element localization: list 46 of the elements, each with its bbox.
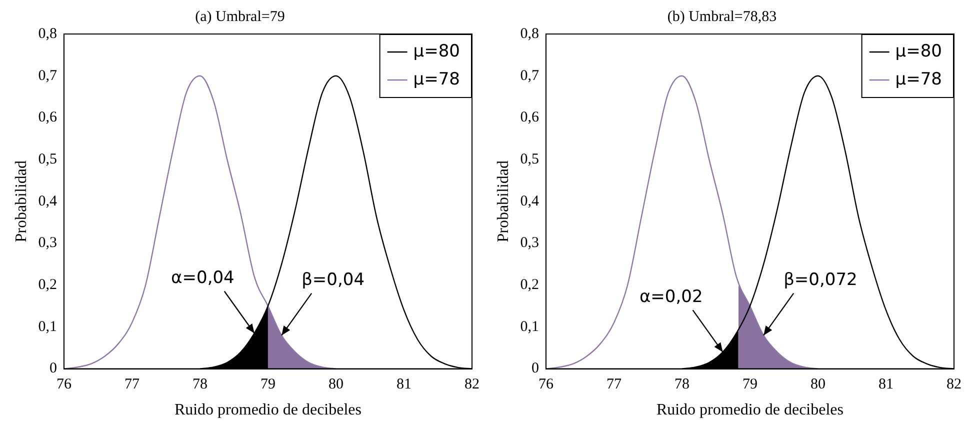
y-tick-label: 0,2 [38, 277, 57, 294]
x-tick-label: 78 [192, 376, 208, 393]
chart-title: (b) Umbral=78,83 [667, 8, 777, 25]
legend-label: μ=80 [413, 41, 460, 62]
x-tick-label: 77 [124, 376, 140, 393]
x-tick-label: 78 [674, 376, 690, 393]
legend-label: μ=78 [895, 69, 942, 90]
annotation: β=0,072 [784, 270, 858, 290]
y-axis-title: Probabilidad [12, 160, 30, 242]
y-axis-title: Probabilidad [494, 160, 512, 242]
x-tick-label: 80 [328, 376, 344, 393]
x-tick-label: 76 [56, 376, 72, 393]
y-tick-label: 0,3 [520, 235, 539, 252]
legend-label: μ=78 [413, 69, 460, 90]
x-tick-label: 81 [396, 376, 412, 393]
x-tick-label: 82 [946, 376, 962, 393]
y-tick-label: 0,1 [520, 318, 539, 335]
y-tick-label: 0,7 [38, 68, 58, 84]
x-tick-label: 79 [742, 376, 758, 393]
y-tick-label: 0,8 [38, 26, 57, 42]
x-tick-label: 76 [538, 376, 554, 393]
y-tick-label: 0,1 [38, 318, 57, 335]
y-tick-label: 0,4 [38, 193, 58, 210]
x-tick-label: 82 [464, 376, 480, 393]
x-axis-title: Ruido promedio de decibeles [174, 402, 362, 419]
x-tick-label: 79 [260, 376, 276, 393]
y-tick-label: 0,6 [38, 110, 58, 126]
y-tick-label: 0,7 [520, 68, 540, 84]
y-tick-label: 0,8 [520, 26, 539, 42]
y-tick-label: 0,2 [520, 277, 539, 294]
x-tick-label: 81 [878, 376, 894, 393]
annotation: α=0,04 [171, 268, 234, 288]
x-tick-label: 77 [606, 376, 622, 393]
y-tick-label: 0,3 [38, 235, 57, 252]
annotation: β=0,04 [302, 270, 365, 290]
x-axis-title: Ruido promedio de decibeles [656, 402, 844, 419]
y-tick-label: 0 [49, 360, 57, 377]
chart-title: (a) Umbral=79 [195, 8, 285, 25]
y-tick-label: 0,5 [520, 151, 539, 168]
x-tick-label: 80 [810, 376, 826, 393]
y-tick-label: 0,5 [38, 151, 57, 168]
y-tick-label: 0 [531, 360, 539, 377]
y-tick-label: 0,6 [520, 110, 540, 126]
annotation: α=0,02 [639, 286, 703, 307]
y-tick-label: 0,4 [520, 193, 540, 210]
legend-label: μ=80 [895, 41, 942, 62]
